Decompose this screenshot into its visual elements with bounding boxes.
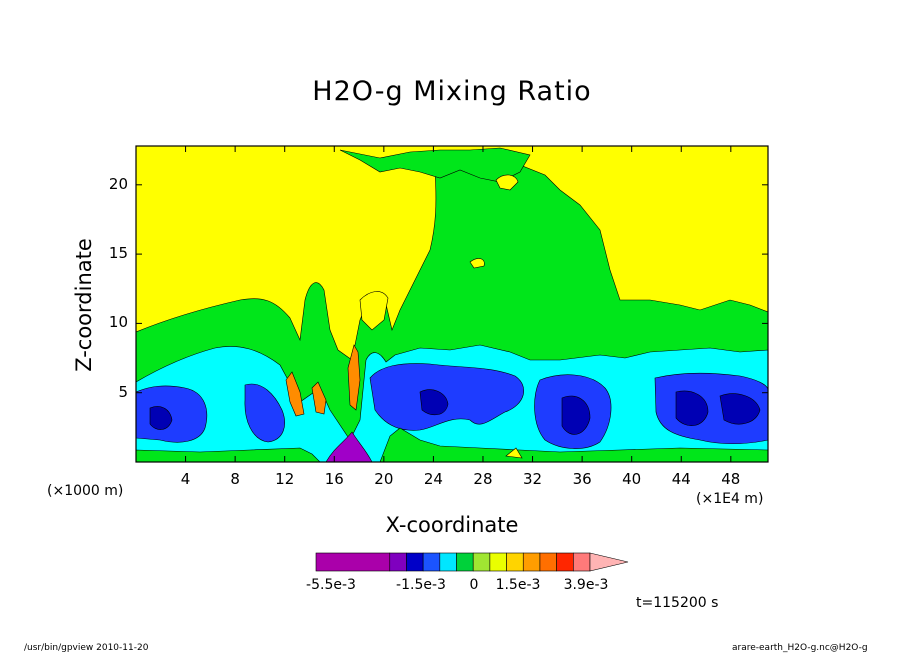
x-tick-label: 8 (230, 470, 240, 488)
x-tick-label: 12 (275, 470, 295, 488)
colorbar-extension-arrow (589, 552, 629, 572)
x-tick-label: 44 (671, 470, 691, 488)
y-tick-label: 5 (118, 382, 128, 401)
colorbar (315, 552, 629, 572)
x-scale-note: (×1E4 m) (696, 491, 764, 507)
colorbar-swatch (472, 552, 491, 572)
footer-left: /usr/bin/gpview 2010-11-20 (24, 643, 149, 653)
field-purple-base (325, 431, 373, 462)
x-tick-label: 28 (473, 470, 493, 488)
colorbar-swatch (556, 552, 574, 572)
colorbar-swatch (315, 552, 391, 572)
colorbar-swatch (439, 552, 457, 572)
field-blue-band (136, 363, 768, 449)
colorbar-swatch (506, 552, 524, 572)
x-tick-label: 40 (622, 470, 642, 488)
x-tick-label: 48 (721, 470, 741, 488)
y-tick-label: 20 (108, 174, 128, 193)
colorbar-label: 1.5e-3 (495, 577, 541, 593)
y-tick-label: 15 (108, 244, 128, 263)
x-axis-label: X-coordinate (385, 513, 519, 537)
y-tick-label: 10 (108, 313, 128, 332)
plot-frame (135, 145, 769, 463)
x-tick-label: 20 (374, 470, 394, 488)
field-yellow-pockets (359, 174, 523, 459)
field-orange-plume (285, 344, 361, 417)
x-tick-label: 4 (180, 470, 191, 488)
colorbar-swatch (489, 552, 507, 572)
colorbar-swatch (539, 552, 557, 572)
field-green-surface (136, 427, 768, 462)
colorbar-swatch (406, 552, 424, 572)
chart-title: H2O-g Mixing Ratio (312, 76, 592, 107)
colorbar-swatch (389, 552, 407, 572)
colorbar-label: 3.9e-3 (563, 577, 609, 593)
x-tick-label: 36 (572, 470, 592, 488)
x-unit-note: (×1000 m) (47, 483, 124, 499)
time-label: t=115200 s (636, 595, 719, 611)
colorbar-swatch (522, 552, 541, 572)
footer-right: arare-earth_H2O-g.nc@H2O-g (732, 643, 868, 653)
contour-field (136, 146, 768, 462)
colorbar-label: -5.5e-3 (306, 577, 356, 593)
colorbar-label: 0 (469, 577, 479, 593)
field-dark-blue-cores (149, 389, 761, 435)
colorbar-swatch (573, 552, 591, 572)
x-tick-label: 24 (423, 470, 443, 488)
x-tick-label: 16 (324, 470, 344, 488)
x-tick-label: 32 (523, 470, 543, 488)
axis-ticks (136, 146, 768, 462)
colorbar-swatch (422, 552, 441, 572)
colorbar-label: -1.5e-3 (396, 577, 446, 593)
colorbar-swatch (456, 552, 474, 572)
